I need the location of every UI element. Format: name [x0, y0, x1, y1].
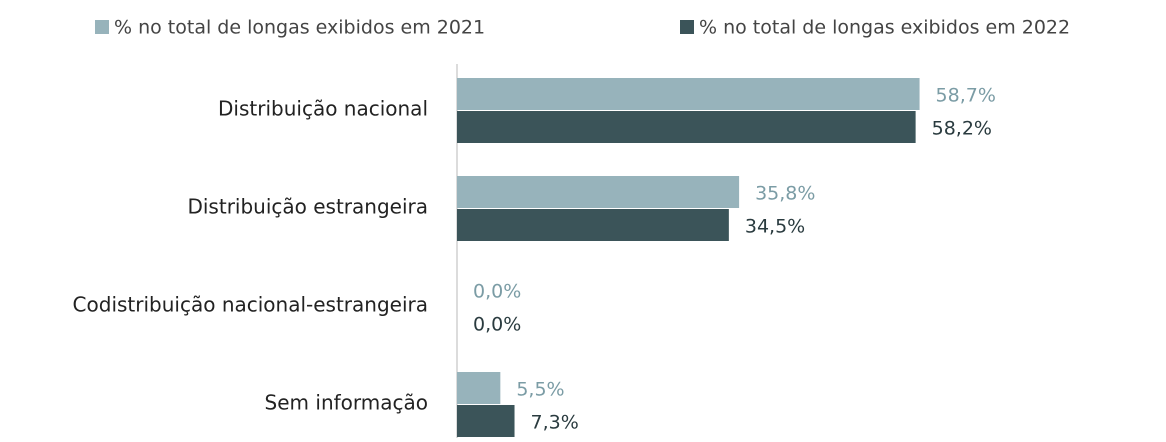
- bar: [457, 111, 916, 143]
- legend-label: % no total de longas exibidos em 2022: [699, 17, 1070, 39]
- bar: [457, 78, 920, 110]
- bar: [457, 209, 729, 241]
- bar: [457, 405, 515, 437]
- bar: [457, 176, 740, 208]
- value-label: 0,0%: [473, 314, 521, 336]
- value-label: 7,3%: [531, 412, 579, 434]
- category-label: Sem informação: [265, 391, 428, 415]
- category-label: Distribuição estrangeira: [187, 195, 428, 219]
- legend-swatch: [680, 20, 694, 34]
- value-label: 58,2%: [932, 118, 992, 140]
- value-label: 34,5%: [745, 216, 805, 238]
- category-label: Distribuição nacional: [218, 97, 428, 121]
- value-label: 58,7%: [936, 85, 996, 107]
- bar: [457, 372, 501, 404]
- value-label: 35,8%: [755, 183, 815, 205]
- legend-swatch: [95, 20, 109, 34]
- category-label: Codistribuição nacional-estrangeira: [73, 293, 428, 317]
- legend-label: % no total de longas exibidos em 2021: [114, 17, 485, 39]
- value-label: 0,0%: [473, 281, 521, 303]
- value-label: 5,5%: [516, 379, 564, 401]
